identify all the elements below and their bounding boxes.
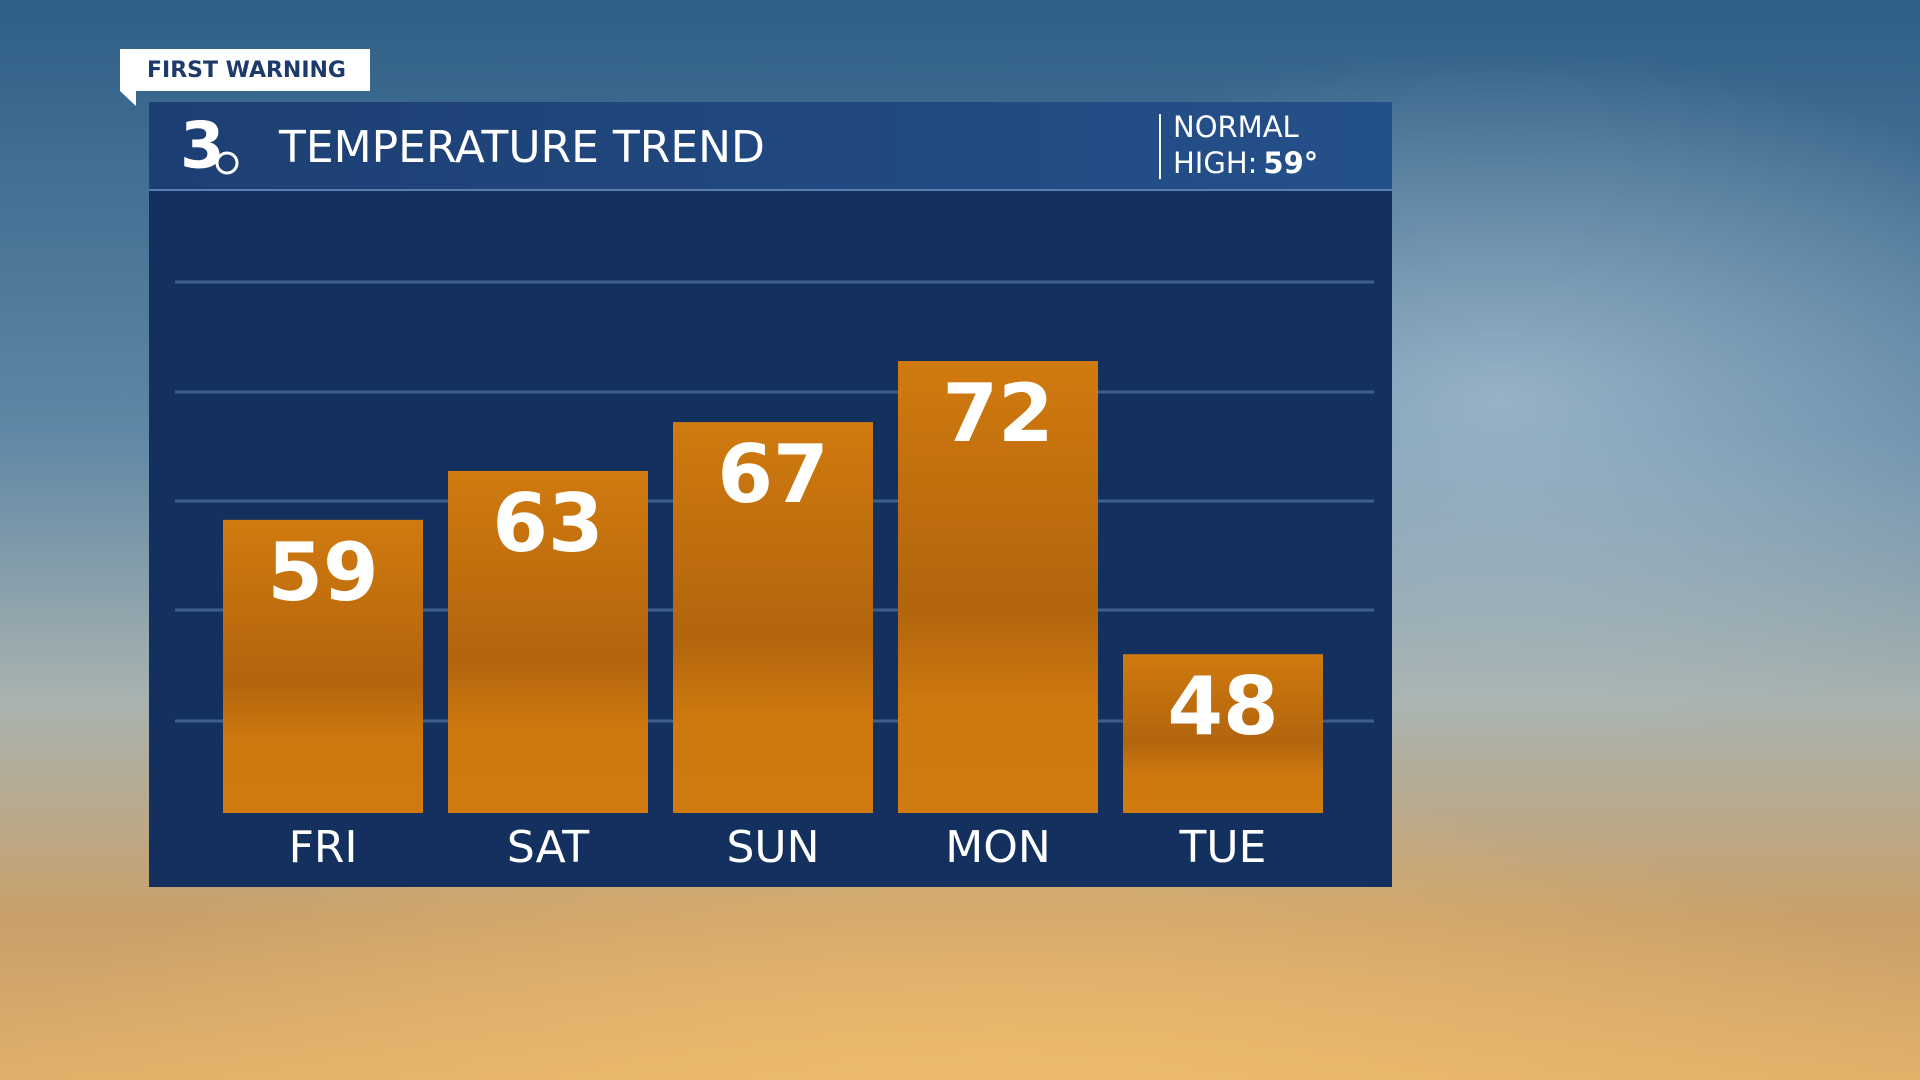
x-tick-label: MON: [945, 822, 1051, 873]
x-tick-label: SUN: [726, 822, 819, 873]
logo: 3: [180, 110, 225, 184]
tag-box: [120, 49, 370, 106]
high-label: HIGH: 59°: [1173, 146, 1318, 180]
normal-high-value: 59°: [1263, 146, 1318, 180]
value-label: 63: [492, 477, 603, 570]
chart-title: TEMPERATURE TREND: [278, 122, 765, 173]
header: [149, 102, 1392, 190]
tag-text: FIRST WARNING: [147, 58, 346, 83]
bar: [898, 361, 1098, 813]
x-tick-label: SAT: [507, 822, 589, 873]
logo-eye: [215, 151, 239, 175]
bar: [673, 422, 873, 813]
value-label: 48: [1167, 660, 1278, 753]
high-label-text: HIGH:: [1173, 146, 1257, 180]
x-tick-label: FRI: [289, 822, 358, 873]
value-label: 59: [267, 526, 378, 619]
bar: [223, 519, 423, 813]
x-tick-label: TUE: [1179, 822, 1267, 873]
value-label: 72: [942, 367, 1053, 460]
bar: [1123, 654, 1323, 813]
value-label: 67: [717, 428, 828, 521]
bar: [448, 470, 648, 813]
normal-label: NORMAL: [1173, 110, 1299, 144]
